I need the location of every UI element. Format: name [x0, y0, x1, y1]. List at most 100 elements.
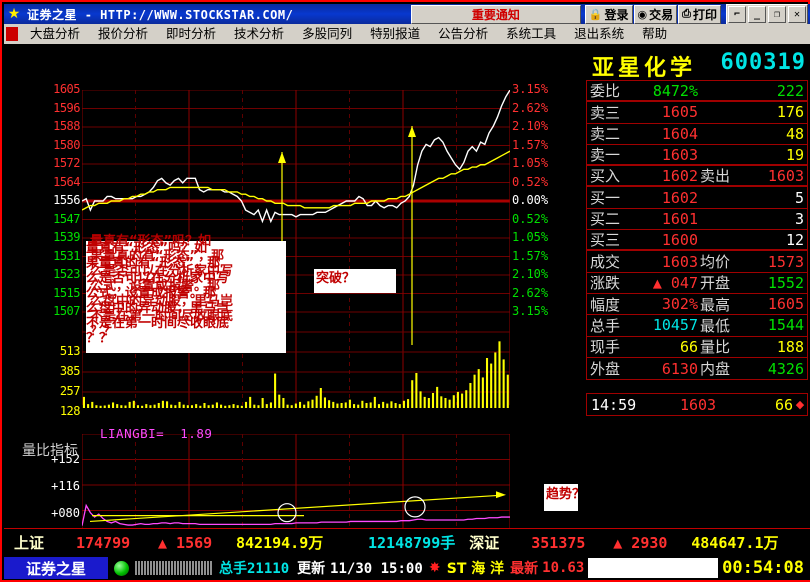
- last-tick-row: 14:59 1603 66 ◆: [586, 393, 808, 416]
- quote-row[interactable]: 涨跌 ▲ 047 开盘 1552: [587, 273, 807, 294]
- annotation-line: 量真有“形态”吗？如: [90, 234, 212, 249]
- print-label: 打印: [692, 7, 717, 22]
- scroll-stock-name: ST 海 洋: [446, 561, 505, 577]
- annotation-line: 量真有“形态”吗？如: [86, 241, 208, 256]
- price-tick: 1507: [53, 304, 80, 318]
- quote-row[interactable]: 买三 1600 12: [587, 230, 807, 252]
- quote-row-label: 总手: [590, 316, 621, 335]
- quote-row-value: 1603: [661, 252, 698, 271]
- menu-item-announcement[interactable]: 公告分析: [438, 26, 489, 41]
- index-amount: 842194.9万: [236, 534, 324, 552]
- quote-row-label: 委比: [590, 82, 621, 101]
- volume-ratio-tick: +152: [51, 452, 80, 466]
- index-name: 深证: [469, 534, 500, 552]
- title-bar-buttons: 🔒 登录 ◉ 交易 ⎙ 打印 ⌐ _ ❐ ✕: [584, 3, 810, 25]
- tick-volume: 66: [774, 395, 793, 414]
- percent-tick: 2.10%: [512, 267, 549, 281]
- menu-item-exit-system[interactable]: 退出系统: [574, 26, 625, 41]
- quote-row-value2: 5: [794, 188, 804, 207]
- quote-row-value: 1600: [661, 230, 698, 249]
- signal-bar: [180, 561, 182, 575]
- price-tick: 1515: [53, 285, 80, 300]
- signal-bar: [159, 561, 161, 575]
- menu-item-special-report[interactable]: 特别报道: [370, 26, 421, 41]
- volume-ratio-tick: +080: [51, 506, 80, 520]
- quote-row[interactable]: 外盘 6130 内盘 4326: [587, 358, 807, 379]
- signal-bar: [147, 561, 149, 575]
- index-change: ▲ 2930: [613, 533, 668, 552]
- quote-row[interactable]: 委比 8472% 222: [587, 81, 807, 103]
- index-group[interactable]: 上证 174799 ▲ 1569 842194.9万 12148799手: [4, 532, 459, 553]
- index-name: 上证: [14, 534, 45, 552]
- quote-row[interactable]: 成交 1603 均价 1573: [587, 251, 807, 273]
- quote-row-label: 卖三: [590, 103, 621, 122]
- intraday-chart[interactable]: 1605 1596 1588 1580 1572 1564 1556 1547 1539 1531…: [4, 44, 626, 563]
- quote-row-value2: 1603: [767, 166, 804, 185]
- signal-bar: [168, 561, 170, 575]
- volume-ratio-value: LIANGBI= 1.89: [100, 426, 213, 441]
- quote-row[interactable]: 总手 10457 最低 1544: [587, 315, 807, 337]
- volume-plot: [82, 341, 509, 408]
- price-tick: 1556: [53, 193, 80, 207]
- percent-tick: 0.52%: [512, 174, 549, 189]
- scroll-latest-value: 10.63: [542, 560, 585, 576]
- login-button[interactable]: 🔒 登录: [584, 4, 633, 24]
- quote-row-value2: 176: [776, 103, 804, 122]
- minimize-button[interactable]: _: [748, 5, 766, 23]
- annotation-line: 么是否可以在分析家中写: [90, 264, 234, 279]
- quote-row[interactable]: 买入 1602 卖出 1603: [587, 166, 807, 188]
- annotation-volume-pattern-overlay: 量真有“形态”吗？如 果量真的有“形态”，那 么是否可以在分析家中写 公式，设置成报警…: [90, 234, 294, 339]
- annotation-volume-pattern: 量真有“形态”吗？如 果量真的有“形态”，那 么是否可以在分析家中写 公式，设置成报警…: [86, 241, 286, 353]
- percent-tick: 1.57%: [512, 137, 549, 152]
- quote-row-value2: 188: [776, 337, 804, 356]
- quote-row[interactable]: 卖三 1605 176: [587, 102, 807, 124]
- price-axis-left: 1605 1596 1588 1580 1572 1564 1556 1547 1539 1531…: [4, 44, 82, 418]
- quote-row-label: 卖二: [590, 125, 621, 144]
- annotation-line: 么是否可以在分析家中写: [86, 271, 230, 286]
- annotation-line: 公式，设置成报警。那: [86, 286, 217, 301]
- signal-bar: [150, 561, 152, 575]
- stock-code: 600319: [720, 50, 806, 75]
- print-button[interactable]: ⎙ 打印: [678, 4, 721, 24]
- important-notice-button[interactable]: 重要通知: [410, 4, 581, 24]
- percent-tick: 1.05%: [512, 156, 549, 170]
- quote-row-label: 现手: [590, 338, 621, 357]
- restore-small-button[interactable]: ⌐: [728, 5, 746, 23]
- quote-row-value2: 3: [794, 209, 804, 228]
- annotation-line: 果量真的有“形态”，那: [90, 249, 225, 264]
- close-button[interactable]: ✕: [788, 5, 806, 23]
- annotation-line: ？？: [86, 331, 113, 346]
- quote-row-label: 外盘: [590, 360, 621, 378]
- quote-table: 委比 8472% 222 卖三 1605 176 卖二 1604 48 卖一 1603 19 买入 160…: [586, 80, 808, 381]
- maximize-button[interactable]: ❐: [768, 5, 786, 23]
- annotation-line: 突破？: [316, 271, 356, 286]
- quote-row[interactable]: 卖一 1603 19: [587, 145, 807, 167]
- quote-row[interactable]: 买一 1602 5: [587, 187, 807, 209]
- menu-item-help[interactable]: 帮助: [642, 26, 668, 41]
- menu-item-realtime-analysis[interactable]: 即时分析: [166, 26, 217, 41]
- quote-row[interactable]: 卖二 1604 48: [587, 124, 807, 145]
- menu-item-system-tools[interactable]: 系统工具: [506, 26, 557, 41]
- quote-row-value2: 222: [776, 81, 804, 100]
- annotation-breakout: 突破？: [314, 269, 396, 293]
- index-group[interactable]: 深证 351375 ▲ 2930 484647.1万 7629703手: [459, 532, 810, 553]
- menu-item-technical-analysis[interactable]: 技术分析: [234, 26, 285, 41]
- quote-row[interactable]: 幅度 302% 最高 1605: [587, 294, 807, 316]
- main-area: 1605 1596 1588 1580 1572 1564 1556 1547 1539 1531…: [4, 44, 810, 563]
- quote-row-value: 66: [679, 337, 698, 356]
- quote-row-value2: 19: [785, 145, 804, 164]
- annotation-line: ？？: [90, 324, 117, 339]
- menu-item-market-analysis[interactable]: 大盘分析: [30, 26, 81, 41]
- quote-row[interactable]: 现手 66 量比 188: [587, 337, 807, 358]
- menu-item-quote-analysis[interactable]: 报价分析: [98, 26, 149, 41]
- annotation-line: 不是在第一时间尽收眼底: [90, 309, 234, 324]
- tick-price: 1603: [679, 395, 717, 414]
- signal-bars-icon: [135, 561, 213, 575]
- price-tick: 1605: [53, 82, 80, 96]
- quote-row-label: 买一: [590, 189, 621, 208]
- quote-row[interactable]: 买二 1601 3: [587, 209, 807, 231]
- trade-button[interactable]: ◉ 交易: [633, 4, 678, 24]
- menu-item-multi-stock[interactable]: 多股同列: [302, 26, 353, 41]
- trade-icon: ◉: [637, 7, 648, 21]
- menu-logo-icon: [6, 27, 18, 41]
